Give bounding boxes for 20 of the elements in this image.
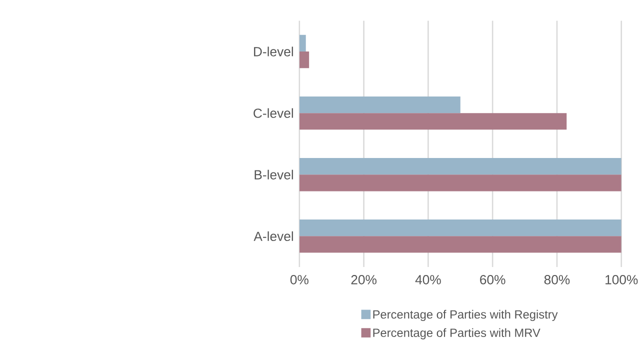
- x-tick-label: 40%: [415, 275, 441, 284]
- y-tick-label: C-level: [254, 108, 293, 118]
- x-tick-label: 20%: [351, 275, 376, 284]
- y-tick-label: A-level: [254, 231, 293, 242]
- x-tick-label: 60%: [480, 275, 506, 284]
- bar: [299, 158, 622, 175]
- bar: [299, 52, 310, 68]
- bar: [299, 35, 306, 52]
- bar: [299, 96, 460, 114]
- legend-label: Percentage of Parties with MRV: [373, 328, 540, 340]
- legend-label: Percentage of Parties with Registry: [373, 310, 558, 322]
- bar: [299, 236, 622, 253]
- x-tick-label: 100%: [606, 275, 638, 284]
- y-tick-label: D-level: [254, 46, 293, 56]
- bar: [299, 174, 622, 192]
- x-tick-label: 0%: [290, 275, 308, 284]
- bar: [299, 113, 567, 130]
- bar: [299, 220, 622, 236]
- y-tick-label: B-level: [254, 170, 293, 180]
- x-tick-label: 80%: [544, 275, 570, 284]
